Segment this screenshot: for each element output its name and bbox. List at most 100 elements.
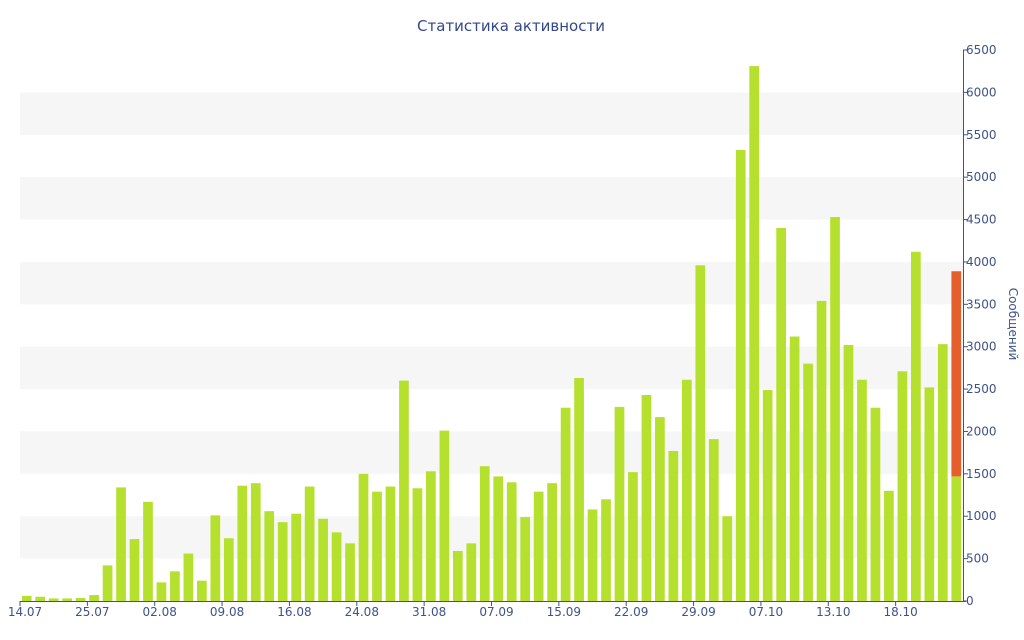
y-tick-label: 1000 — [966, 509, 997, 523]
x-tick-label: 15.09 — [547, 605, 581, 619]
bar — [170, 571, 180, 601]
chart-title: Статистика активности — [417, 17, 605, 35]
bar — [655, 417, 665, 601]
x-tick-label: 07.10 — [749, 605, 783, 619]
bar — [116, 487, 126, 601]
bar — [426, 471, 436, 601]
bar — [762, 389, 773, 601]
bar — [830, 216, 840, 601]
bar — [587, 509, 598, 601]
bar — [884, 490, 894, 601]
bar — [749, 66, 760, 602]
bar — [210, 515, 221, 601]
bar — [318, 518, 328, 601]
bar — [452, 550, 463, 601]
x-axis-ticks: 14.07 25.07 02.08 09.08 16.08 24.08 31.08 07.09… — [8, 601, 918, 619]
x-tick-label: 02.08 — [143, 605, 177, 619]
bar — [560, 407, 571, 601]
bar — [277, 522, 288, 601]
bar-highlight-segment — [951, 271, 962, 477]
bar — [331, 532, 342, 601]
bar — [35, 596, 46, 601]
bar — [911, 251, 921, 601]
bar — [924, 387, 935, 601]
y-axis-label: Сообщений — [1006, 288, 1020, 361]
y-tick-label: 4500 — [966, 213, 997, 227]
bar — [62, 598, 72, 601]
bar — [870, 407, 881, 601]
bar — [250, 483, 261, 601]
bar — [264, 511, 275, 601]
y-tick-label: 5000 — [966, 170, 997, 184]
bar — [601, 499, 611, 601]
x-tick-label: 07.09 — [479, 605, 513, 619]
bar — [89, 595, 99, 601]
bar — [358, 473, 369, 601]
bar — [708, 439, 719, 601]
x-tick-label: 18.10 — [883, 605, 917, 619]
bar — [345, 543, 355, 601]
y-tick-label: 5500 — [966, 128, 997, 142]
bar — [75, 598, 86, 601]
x-tick-label: 29.09 — [681, 605, 715, 619]
bar — [304, 486, 315, 601]
bar — [399, 380, 409, 601]
bar — [803, 363, 813, 601]
bar — [21, 595, 32, 601]
bar — [129, 539, 140, 601]
bar — [506, 482, 517, 601]
bar — [789, 336, 800, 601]
y-tick-label: 3000 — [966, 340, 997, 354]
bar — [156, 582, 167, 601]
bar — [695, 265, 706, 601]
bar — [937, 344, 948, 601]
bar — [857, 379, 867, 601]
bar — [628, 472, 638, 601]
bar — [291, 513, 302, 601]
bar — [197, 580, 207, 601]
bar — [614, 406, 625, 601]
x-tick-label: 31.08 — [412, 605, 446, 619]
x-tick-label: 09.08 — [210, 605, 244, 619]
y-tick-label: 2000 — [966, 424, 997, 438]
bar — [412, 488, 423, 601]
bar — [223, 538, 234, 601]
x-tick-label: 14.07 — [8, 605, 42, 619]
grid-band — [20, 261, 963, 305]
bar — [493, 476, 504, 601]
bar — [533, 491, 544, 601]
bar — [48, 598, 59, 601]
x-tick-label: 25.07 — [75, 605, 109, 619]
bar — [668, 450, 679, 601]
bar — [466, 543, 477, 601]
y-axis-ticks: 0 500 1000 1500 2000 2500 3000 3500 4000 4500 5000… — [963, 43, 997, 608]
bar — [574, 378, 584, 601]
bar — [951, 476, 962, 601]
bars — [21, 66, 962, 602]
bar — [681, 379, 692, 601]
grid-band — [20, 92, 963, 135]
y-tick-label: 4000 — [966, 255, 997, 269]
y-tick-label: 6500 — [966, 43, 997, 57]
bar — [372, 491, 382, 601]
bar — [439, 430, 450, 601]
y-tick-label: 0 — [966, 594, 974, 608]
bar — [816, 300, 827, 601]
bar — [385, 486, 396, 601]
x-tick-label: 24.08 — [345, 605, 379, 619]
x-tick-label: 22.09 — [614, 605, 648, 619]
y-tick-label: 500 — [966, 552, 989, 566]
bar — [520, 517, 531, 601]
bar — [641, 395, 652, 601]
bar — [102, 565, 113, 601]
bar — [547, 483, 557, 601]
y-tick-label: 1500 — [966, 467, 997, 481]
bar — [735, 150, 746, 601]
y-tick-label: 2500 — [966, 382, 997, 396]
x-tick-label: 16.08 — [277, 605, 311, 619]
y-tick-label: 3500 — [966, 297, 997, 311]
bar — [843, 344, 854, 601]
bar — [143, 501, 153, 601]
bar — [722, 516, 733, 601]
